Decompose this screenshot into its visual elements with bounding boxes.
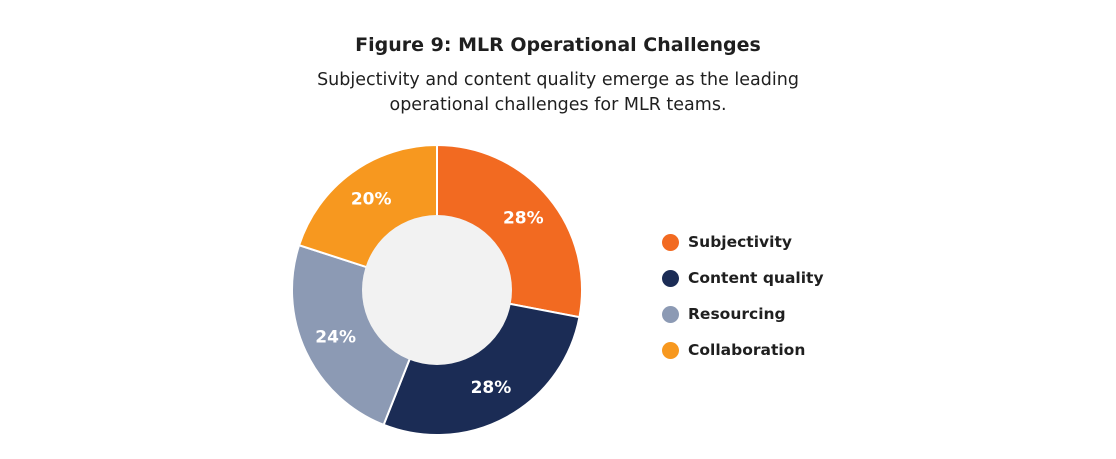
slice-labels: 28% 28% 24% 20% xyxy=(315,189,543,398)
legend-label: Collaboration xyxy=(688,341,806,359)
chart-title: Figure 9: MLR Operational Challenges xyxy=(355,34,761,56)
slice-label-subjectivity: 28% xyxy=(503,209,544,229)
legend-label: Resourcing xyxy=(688,305,786,323)
legend-swatch xyxy=(662,341,679,359)
legend-item-resourcing: Resourcing xyxy=(662,296,824,332)
legend-item-collaboration: Collaboration xyxy=(662,332,824,368)
legend-swatch xyxy=(662,233,679,251)
slice-label-content-quality: 28% xyxy=(471,378,512,398)
donut-hole xyxy=(362,215,512,365)
chart-subtitle: Subjectivity and content quality emerge … xyxy=(298,68,818,118)
legend-swatch xyxy=(662,305,679,323)
legend-item-subjectivity: Subjectivity xyxy=(662,224,824,260)
chart-subtitle-line-2: operational challenges for MLR teams. xyxy=(389,95,727,115)
slice-label-resourcing: 24% xyxy=(315,328,356,348)
chart-subtitle-line-1: Subjectivity and content quality emerge … xyxy=(317,70,799,90)
slice-label-collaboration: 20% xyxy=(351,189,392,209)
legend-item-content-quality: Content quality xyxy=(662,260,824,296)
legend-label: Subjectivity xyxy=(688,233,792,251)
chart-legend: Subjectivity Content quality Resourcing Col… xyxy=(662,224,824,368)
legend-label: Content quality xyxy=(688,269,824,287)
legend-swatch xyxy=(662,269,679,287)
